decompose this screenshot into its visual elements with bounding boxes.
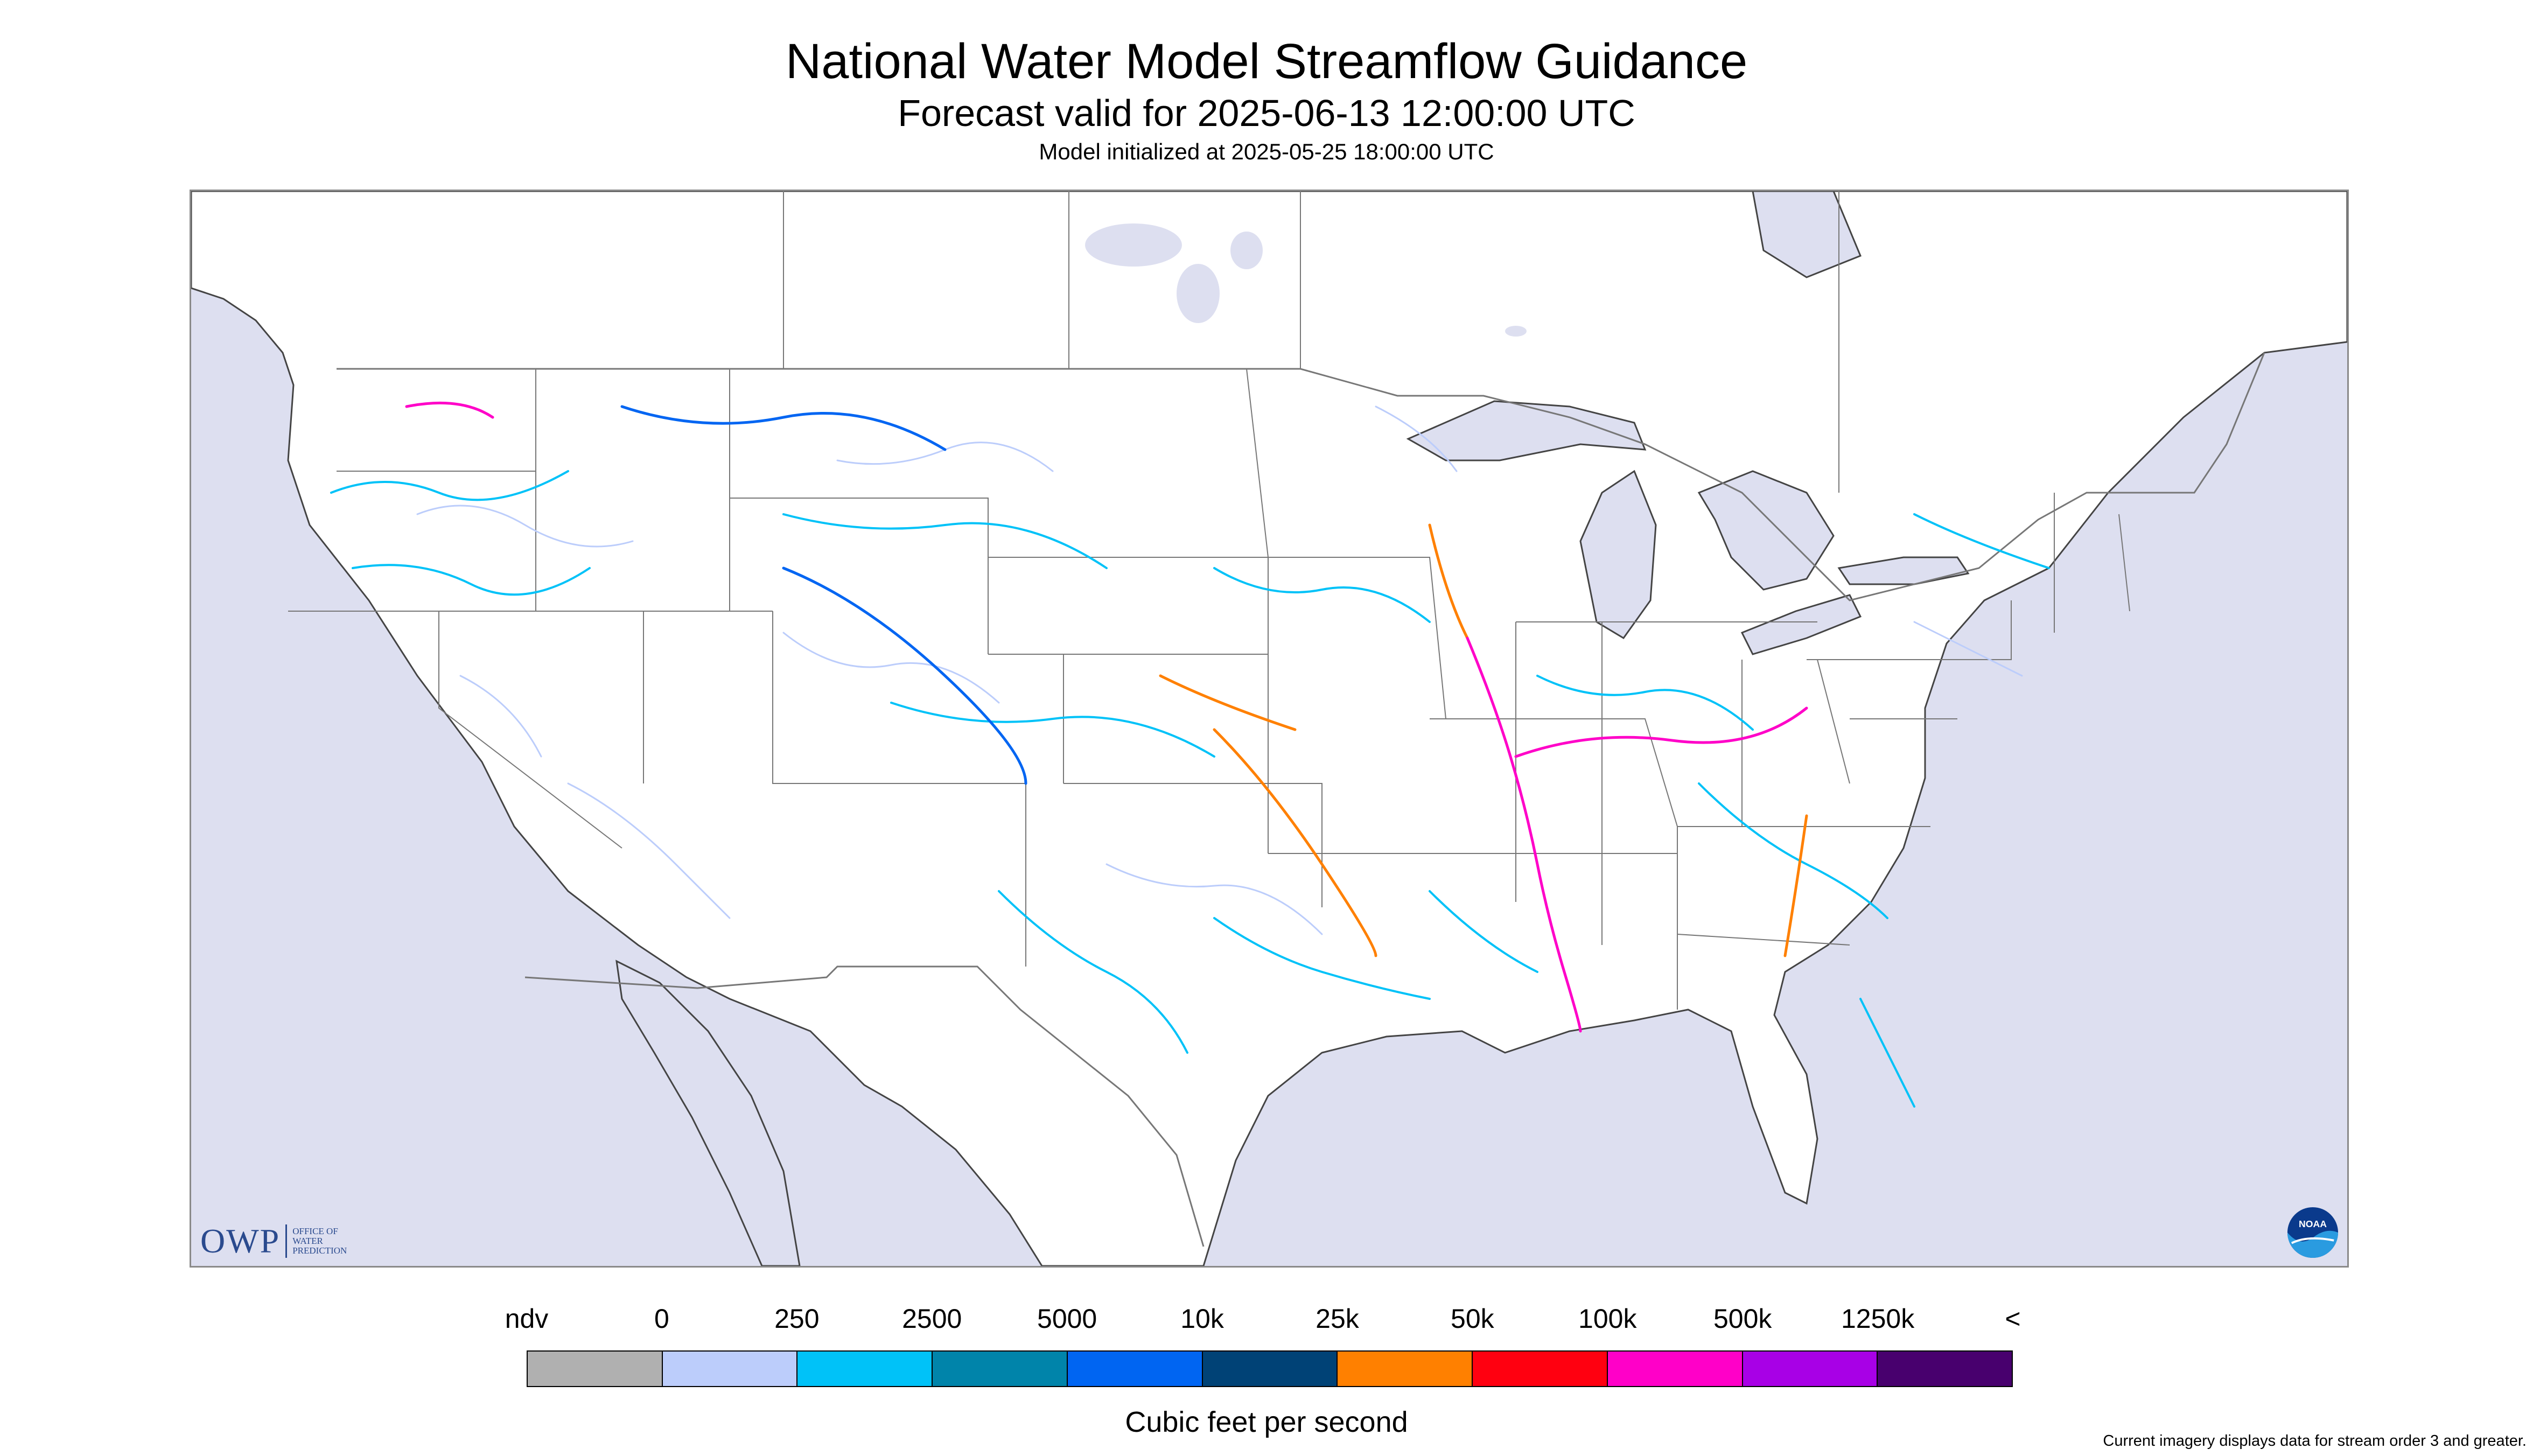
legend-tick-5: 10k: [1180, 1304, 1224, 1334]
owp-logo-mark: OWP: [200, 1222, 281, 1260]
legend-tick-7: 50k: [1451, 1304, 1494, 1334]
owp-name-line2: WATER: [292, 1236, 323, 1246]
legend-swatch-3: [933, 1352, 1068, 1386]
legend-tick-0: ndv: [505, 1304, 549, 1334]
legend-swatch-4: [1067, 1352, 1203, 1386]
legend-swatch-10: [1878, 1352, 2012, 1386]
legend-tick-3: 2500: [902, 1304, 962, 1334]
legend-units: Cubic feet per second: [1125, 1406, 1408, 1438]
owp-logo: OWP OFFICE OF WATER PREDICTION: [200, 1221, 362, 1261]
owp-logo-name: OFFICE OF WATER PREDICTION: [292, 1227, 362, 1256]
legend-swatch-5: [1202, 1352, 1338, 1386]
pacific-coast-mexico: [191, 977, 708, 1266]
legend-swatch-0: [528, 1352, 663, 1386]
legend-swatch-6: [1338, 1352, 1473, 1386]
legend-tick-1: 0: [654, 1304, 669, 1334]
noaa-logo-icon: NOAA: [2287, 1207, 2339, 1258]
us-canada-border: [337, 352, 2265, 601]
streamflow-map[interactable]: [190, 190, 2349, 1268]
legend-tick-8: 100k: [1578, 1304, 1637, 1334]
us-mexico-border: [524, 965, 1205, 1247]
legend-tick-11: <: [2005, 1304, 2021, 1334]
map-title: National Water Model Streamflow Guidance: [785, 34, 1748, 89]
canadian-lakes: [1085, 223, 1527, 337]
forecast-valid-time: Forecast valid for 2025-06-13 12:00:00 U…: [898, 92, 1635, 134]
model-init-time: Model initialized at 2025-05-25 18:00:00…: [1039, 139, 1494, 164]
river-network: [330, 401, 2050, 1108]
great-lakes: [1406, 191, 1970, 655]
legend-swatch-7: [1473, 1352, 1608, 1386]
legend-tick-4: 5000: [1037, 1304, 1097, 1334]
legend-color-bar: [527, 1350, 2013, 1387]
owp-logo-divider: [285, 1224, 288, 1258]
legend-tick-6: 25k: [1316, 1304, 1359, 1334]
legend-tick-2: 250: [774, 1304, 820, 1334]
major-rivers-magenta: [405, 401, 1808, 1033]
noaa-logo-text: NOAA: [2299, 1219, 2327, 1229]
stream-order-note: Current imagery displays data for stream…: [2103, 1432, 2527, 1450]
major-rivers-orange: [1159, 523, 1808, 957]
legend-swatch-2: [797, 1352, 933, 1386]
gulf-of-california: [615, 960, 801, 1266]
legend-swatch-1: [662, 1352, 798, 1386]
owp-name-line3: PREDICTION: [292, 1245, 347, 1256]
legend-tick-10: 1250k: [1841, 1304, 1915, 1334]
legend-swatch-8: [1607, 1352, 1743, 1386]
medium-streams: [330, 470, 2050, 1108]
owp-name-line1: OFFICE OF: [292, 1226, 338, 1236]
legend-tick-9: 500k: [1713, 1304, 1772, 1334]
legend-swatch-9: [1743, 1352, 1878, 1386]
large-streams: [620, 405, 1027, 785]
